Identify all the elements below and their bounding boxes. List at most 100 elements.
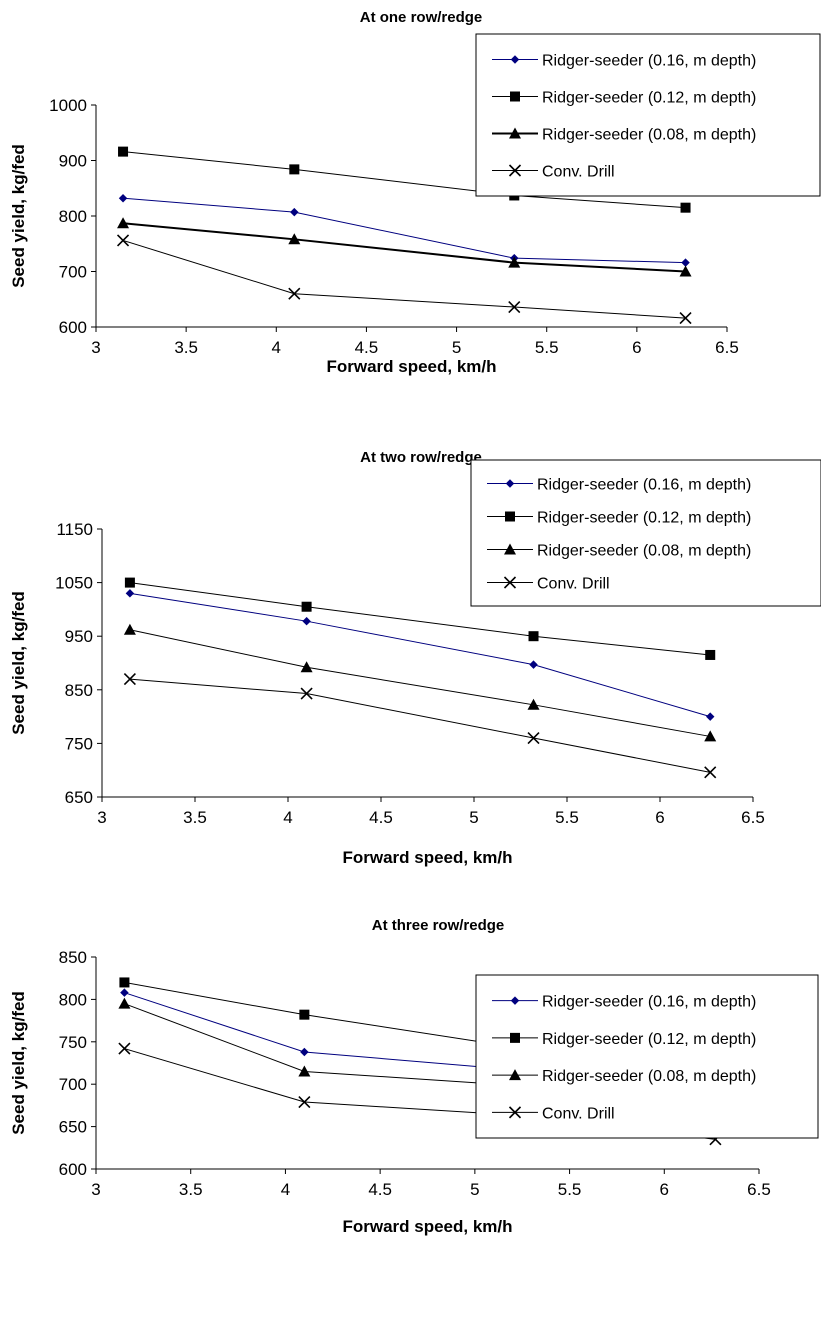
series-line — [129, 582, 711, 656]
x-tick-label: 3 — [97, 808, 106, 827]
x-axis-title: Forward speed, km/h — [342, 848, 512, 867]
y-tick-label: 1050 — [55, 574, 93, 593]
legend-label: Conv. Drill — [537, 576, 610, 593]
legend: Ridger-seeder (0.16, m depth) Ridger-seed… — [475, 974, 819, 1139]
series-4 — [123, 673, 717, 779]
legend-marker — [504, 543, 516, 555]
series-line — [129, 629, 711, 737]
x-tick-label: 6.5 — [741, 808, 765, 827]
x-tick-label: 6.5 — [747, 1180, 771, 1199]
chart-title: At one row/redge — [360, 9, 483, 26]
data-point — [118, 194, 128, 203]
data-point — [301, 601, 312, 612]
legend-item: Conv. Drill — [492, 164, 615, 181]
x-tick-label: 6.5 — [715, 338, 739, 357]
legend-item: Ridger-seeder (0.16, m depth) — [492, 53, 756, 70]
legend-marker — [509, 127, 521, 139]
legend-label: Ridger-seeder (0.16, m depth) — [542, 994, 756, 1011]
series-4 — [116, 234, 692, 325]
data-point — [527, 698, 540, 710]
data-point — [300, 661, 313, 673]
y-tick-label: 700 — [59, 1075, 87, 1094]
data-point — [116, 234, 130, 247]
y-tick-label: 650 — [59, 1118, 87, 1137]
legend-item: Ridger-seeder (0.08, m depth) — [492, 127, 756, 144]
legend-label: Ridger-seeder (0.12, m depth) — [542, 1031, 756, 1048]
series-line — [122, 222, 686, 273]
data-point — [118, 997, 131, 1009]
legend-marker — [509, 1069, 521, 1081]
x-tick-label: 3 — [91, 1180, 100, 1199]
legend-marker — [510, 91, 520, 102]
data-point — [680, 202, 691, 213]
legend-box — [475, 974, 819, 1139]
chart-panel-3: At three row/redge 600 650 700 750 800 850 3 3.5… — [9, 917, 819, 1236]
y-tick-label: 950 — [65, 627, 93, 646]
y-tick-label: 1000 — [49, 96, 87, 115]
legend-label: Ridger-seeder (0.08, m depth) — [542, 127, 756, 144]
legend-label: Ridger-seeder (0.16, m depth) — [542, 53, 756, 70]
legend-label: Conv. Drill — [542, 1105, 615, 1122]
series-line — [129, 678, 711, 773]
data-point — [120, 988, 129, 997]
legend-marker — [505, 479, 515, 488]
x-tick-label: 3.5 — [179, 1180, 203, 1199]
x-tick-label: 5.5 — [535, 338, 559, 357]
data-point — [300, 687, 313, 700]
legend-label: Ridger-seeder (0.12, m depth) — [537, 510, 751, 527]
data-point — [125, 589, 135, 598]
data-point — [290, 207, 299, 217]
y-tick-label: 850 — [59, 948, 87, 967]
legend-label: Ridger-seeder (0.16, m depth) — [537, 477, 751, 494]
legend-item: Ridger-seeder (0.12, m depth) — [492, 90, 756, 107]
x-tick-label: 4.5 — [355, 338, 379, 357]
x-tick-label: 3.5 — [174, 338, 198, 357]
legend-label: Conv. Drill — [542, 164, 615, 181]
data-point — [298, 1065, 311, 1077]
data-point — [681, 258, 690, 267]
legend-marker — [510, 1032, 520, 1043]
legend-item: Ridger-seeder (0.08, m depth) — [492, 1068, 756, 1085]
chart-title: At three row/redge — [372, 917, 505, 934]
x-tick-label: 6 — [655, 808, 664, 827]
y-tick-label: 850 — [65, 681, 93, 700]
legend-label: Ridger-seeder (0.08, m depth) — [537, 543, 751, 560]
y-axis-title: Seed yield, kg/fed — [9, 144, 28, 288]
data-point — [124, 577, 135, 588]
data-point — [298, 1095, 311, 1109]
legend: Ridger-seeder (0.16, m depth) Ridger-seed… — [475, 33, 821, 197]
legend-item: Ridger-seeder (0.12, m depth) — [492, 1031, 756, 1048]
x-tick-label: 5.5 — [558, 1180, 582, 1199]
y-tick-label: 750 — [65, 734, 93, 753]
data-point — [117, 217, 130, 229]
data-point — [528, 631, 539, 642]
data-point — [299, 1009, 310, 1020]
x-tick-label: 3 — [91, 338, 100, 357]
chart-panel-1: At one row/redge 600 700 800 900 1000 3 3.5 4 4.5… — [9, 9, 821, 376]
data-point — [704, 730, 717, 742]
series-2 — [124, 577, 716, 660]
data-point — [704, 766, 717, 779]
legend-marker — [505, 511, 515, 522]
x-tick-label: 4.5 — [368, 1180, 392, 1199]
series-line — [129, 592, 711, 718]
data-point — [705, 712, 715, 721]
legend-marker — [510, 55, 520, 64]
y-tick-label: 600 — [59, 318, 87, 337]
legend-box — [475, 33, 821, 197]
legend-marker — [503, 576, 517, 589]
x-tick-label: 5.5 — [555, 808, 579, 827]
x-axis-title: Forward speed, km/h — [326, 357, 496, 376]
data-point — [288, 287, 301, 300]
data-point — [705, 649, 716, 660]
y-tick-label: 650 — [65, 788, 93, 807]
legend-item: Ridger-seeder (0.08, m depth) — [487, 543, 751, 560]
legend-marker — [510, 996, 520, 1005]
data-point — [289, 164, 300, 175]
data-point — [302, 616, 311, 626]
chart-title: At two row/redge — [360, 449, 482, 466]
chart-panel-2: At two row/redge 650 750 850 950 1050 1150 3 3.5… — [9, 449, 821, 867]
data-point — [529, 660, 538, 669]
data-point — [118, 146, 129, 157]
